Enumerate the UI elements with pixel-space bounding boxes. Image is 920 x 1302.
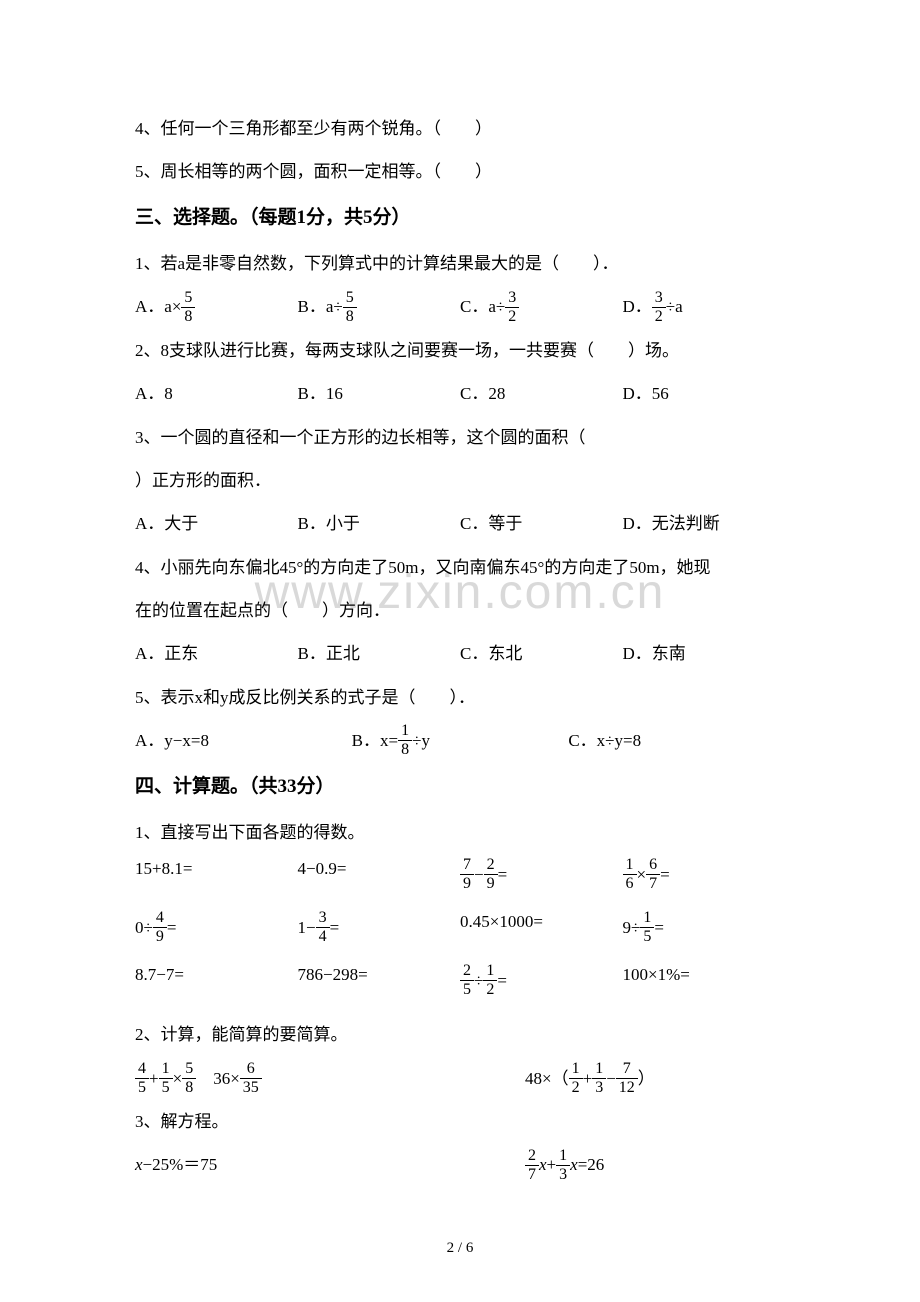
s3q4-text1: 4、小丽先向东偏北45°的方向走了50m，又向南偏东45°的方向走了50m，她现 (135, 549, 785, 586)
r1c1: 15+8.1= (135, 857, 298, 892)
calc-row3: 8.7−7= 786−298= 25 ÷ 12 = 100×1%= (135, 963, 785, 998)
s3q2-text: 2、8支球队进行比赛，每两支球队之间要赛一场，一共要赛（ ）场。 (135, 332, 785, 369)
eq-left: x−25%＝75 (135, 1146, 493, 1183)
optD-post: ÷a (666, 288, 683, 325)
optC-frac: 32 (505, 290, 519, 325)
r3c3: 25 ÷ 12 = (460, 963, 623, 998)
s3q5-optB: B．x= 18 ÷y (352, 722, 569, 759)
s3q3-options: A．大于 B．小于 C．等于 D．无法判断 (135, 505, 785, 542)
section4-heading: 四、计算题。（共33分） (135, 770, 785, 804)
simp-row: 45 + 15 × 58 36× 635 48×（ 12 + 13 − 712 … (135, 1060, 785, 1097)
optB-frac: 18 (398, 723, 412, 758)
s3q1-optD: D． 32 ÷a (623, 288, 786, 325)
optB-pre: B．a÷ (298, 288, 343, 325)
s3q1-optA: A．a× 58 (135, 288, 298, 325)
r2c2: 1− 34 = (298, 910, 461, 945)
s3q3-optC: C．等于 (460, 505, 623, 542)
r3c1: 8.7−7= (135, 963, 298, 998)
optD-pre: D． (623, 288, 652, 325)
r2c3: 0.45×1000= (460, 910, 623, 945)
r3c4: 100×1%= (623, 963, 786, 998)
s3q5-optA: A．y−x=8 (135, 722, 352, 759)
calc-row2: 0÷ 49 = 1− 34 = 0.45×1000= 9÷ 15 = (135, 910, 785, 945)
s3q1-options: A．a× 58 B．a÷ 58 C．a÷ 32 D． 32 ÷a (135, 288, 785, 325)
s3q4-optC: C．东北 (460, 635, 623, 672)
s3q4-optA: A．正东 (135, 635, 298, 672)
s3q5-options: A．y−x=8 B．x= 18 ÷y C．x÷y=8 (135, 722, 785, 759)
judge-q4: 4、任何一个三角形都至少有两个锐角。（ ） (135, 110, 785, 147)
s3q3-optA: A．大于 (135, 505, 298, 542)
s3q3-optB: B．小于 (298, 505, 461, 542)
r1c3: 79 − 29 = (460, 857, 623, 892)
s3q1-text: 1、若a是非零自然数，下列算式中的计算结果最大的是（ ）． (135, 245, 785, 282)
r2c1: 0÷ 49 = (135, 910, 298, 945)
s3q2-optB: B．16 (298, 375, 461, 412)
simp-left: 45 + 15 × 58 36× 635 (135, 1060, 493, 1097)
s4q2-text: 2、计算，能简算的要简算。 (135, 1016, 785, 1053)
optC-pre: C．a÷ (460, 288, 505, 325)
s4q1-text: 1、直接写出下面各题的得数。 (135, 814, 785, 851)
s3q2-optD: D．56 (623, 375, 786, 412)
optB-post: ÷y (412, 722, 430, 759)
r1c2: 4−0.9= (298, 857, 461, 892)
optA-pre: A．a× (135, 288, 181, 325)
r2c4: 9÷ 15 = (623, 910, 786, 945)
page-content: 4、任何一个三角形都至少有两个锐角。（ ） 5、周长相等的两个圆，面积一定相等。… (135, 110, 785, 1184)
optD-frac: 32 (652, 290, 666, 325)
optB-pre: B．x= (352, 722, 398, 759)
s3q4-text2: 在的位置在起点的（ ）方向． (135, 592, 785, 629)
s3q5-optC: C．x÷y=8 (568, 722, 785, 759)
optB-frac: 58 (343, 290, 357, 325)
r1c4: 16 × 67 = (623, 857, 786, 892)
section3-heading: 三、选择题。（每题1分，共5分） (135, 201, 785, 235)
eq-row: x−25%＝75 27 x + 13 x =26 (135, 1146, 785, 1183)
s3q4-optD: D．东南 (623, 635, 786, 672)
r3c2: 786−298= (298, 963, 461, 998)
s3q3-text1: 3、一个圆的直径和一个正方形的边长相等，这个圆的面积（ (135, 419, 785, 456)
s3q2-options: A．8 B．16 C．28 D．56 (135, 375, 785, 412)
s4q3-text: 3、解方程。 (135, 1103, 785, 1140)
calc-row1: 15+8.1= 4−0.9= 79 − 29 = 16 × 67 = (135, 857, 785, 892)
judge-q5: 5、周长相等的两个圆，面积一定相等。（ ） (135, 153, 785, 190)
s3q1-optC: C．a÷ 32 (460, 288, 623, 325)
eq-right: 27 x + 13 x =26 (525, 1146, 785, 1183)
s3q2-optA: A．8 (135, 375, 298, 412)
page-number: 2 / 6 (0, 1240, 920, 1257)
s3q3-optD: D．无法判断 (623, 505, 786, 542)
s3q4-options: A．正东 B．正北 C．东北 D．东南 (135, 635, 785, 672)
s3q1-optB: B．a÷ 58 (298, 288, 461, 325)
s3q3-text2: ）正方形的面积． (135, 462, 785, 499)
s3q2-optC: C．28 (460, 375, 623, 412)
s3q5-text: 5、表示x和y成反比例关系的式子是（ ）． (135, 679, 785, 716)
optA-frac: 58 (181, 290, 195, 325)
simp-right: 48×（ 12 + 13 − 712 ） (525, 1060, 785, 1097)
s3q4-optB: B．正北 (298, 635, 461, 672)
